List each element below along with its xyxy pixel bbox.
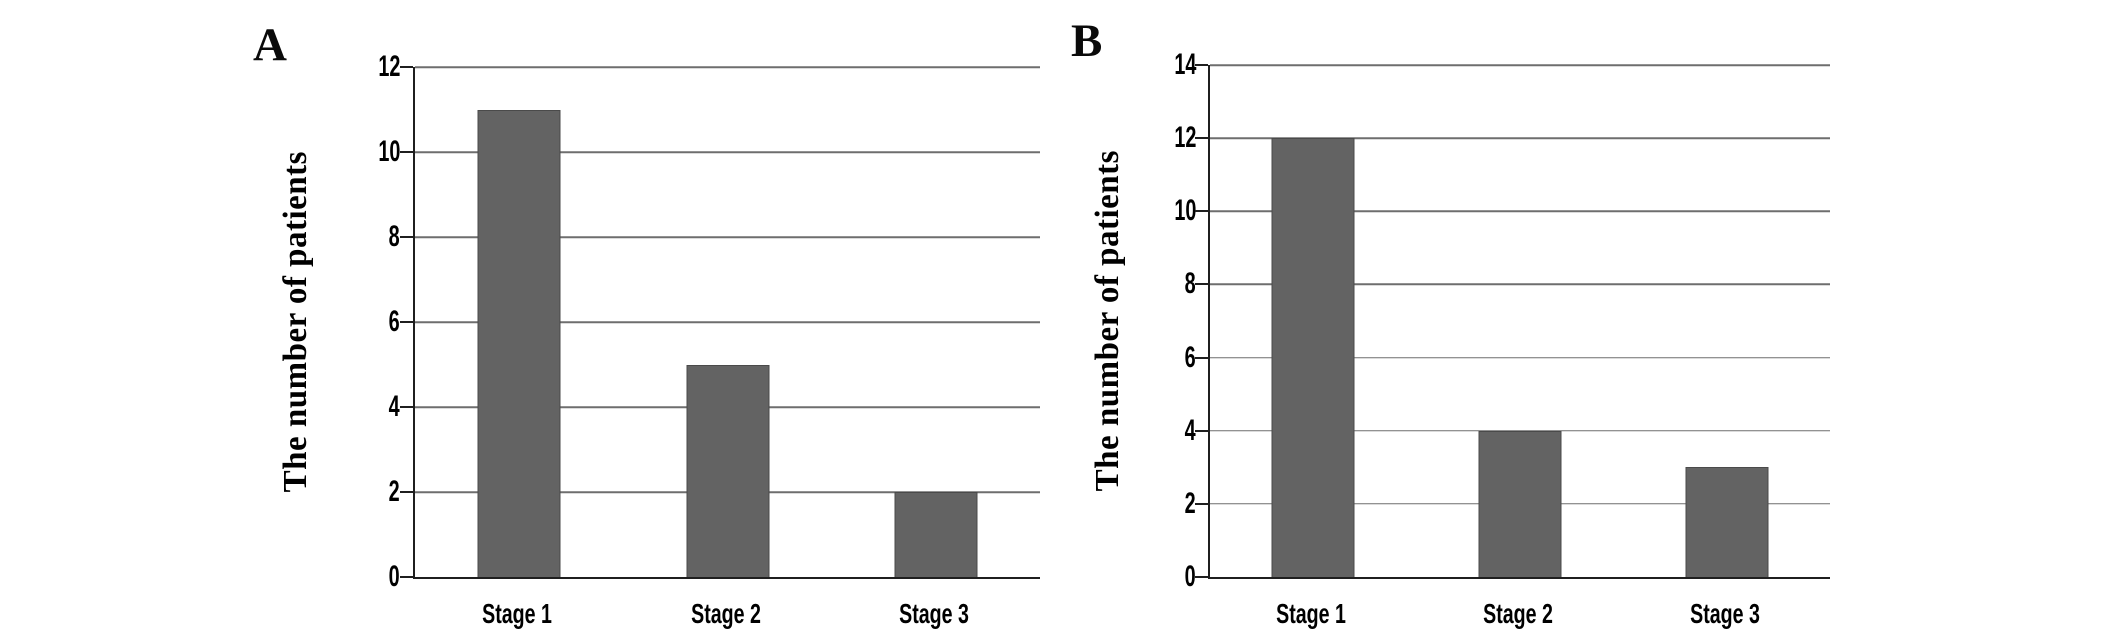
y-tick-label: 6	[1184, 340, 1196, 374]
y-tick-mark	[1195, 429, 1208, 432]
y-tick-label: 6	[388, 305, 400, 338]
y-tick-label: 14	[1173, 48, 1196, 81]
gridline	[1210, 137, 1830, 139]
y-tick-mark	[1195, 137, 1208, 140]
y-tick-label: 0	[1184, 560, 1196, 593]
gridline	[415, 66, 1040, 68]
y-tick-label: 2	[388, 475, 400, 508]
y-tick-mark	[1195, 210, 1208, 213]
gridline	[1210, 210, 1830, 213]
panel-label-b: B	[1071, 15, 1103, 67]
gridline	[415, 321, 1040, 323]
x-tick-label: Stage 2	[1483, 598, 1553, 629]
x-tick-label: Stage 3	[898, 598, 969, 629]
y-tick-mark	[400, 491, 413, 493]
gridline	[1210, 283, 1830, 286]
y-tick-mark	[1195, 283, 1208, 286]
y-tick-label: 4	[388, 390, 400, 423]
y-tick-mark	[1195, 576, 1208, 578]
y-tick-mark	[1195, 64, 1208, 66]
plot-area-a	[400, 66, 1040, 579]
x-axis-labels-a: Stage 1 Stage 2 Stage 3	[413, 600, 1038, 639]
gridline	[1210, 64, 1830, 66]
y-axis-title-b: The number of patients	[1089, 65, 1126, 577]
y-tick-mark	[400, 151, 413, 153]
y-axis-title-text: The number of patients	[1089, 150, 1126, 492]
x-tick-label: Stage 1	[1276, 598, 1347, 629]
y-axis-title-text: The number of patients	[277, 151, 314, 493]
y-tick-label: 0	[388, 560, 400, 593]
gridline	[415, 151, 1040, 153]
y-tick-mark	[1195, 502, 1208, 505]
y-tick-label: 8	[1184, 267, 1196, 301]
y-tick-mark	[400, 236, 413, 238]
y-tick-mark	[400, 321, 413, 323]
gridline	[1210, 356, 1830, 359]
plot-area-b	[1195, 64, 1830, 579]
panel-label-a: A	[253, 19, 287, 71]
y-tick-label: 2	[1184, 486, 1196, 520]
gridline	[1210, 429, 1830, 432]
gridline	[415, 236, 1040, 238]
y-tick-label: 8	[388, 220, 400, 253]
y-tick-mark	[400, 406, 413, 408]
x-tick-label: Stage 3	[1689, 598, 1760, 629]
y-tick-label: 12	[1173, 121, 1196, 155]
bar-stage-3	[894, 492, 978, 577]
y-tick-mark	[1195, 356, 1208, 359]
y-tick-mark	[400, 576, 413, 578]
y-tick-mark	[400, 66, 413, 68]
y-axis-ticks-a: 0 2 4 6 8 10 12	[338, 52, 400, 592]
x-tick-label: Stage 2	[690, 598, 761, 629]
y-axis-ticks-b: 0 2 4 6 8 10 12 14	[1134, 50, 1196, 592]
y-tick-label: 10	[1173, 194, 1196, 228]
y-tick-label: 4	[1184, 413, 1196, 447]
bar-stage-1	[477, 109, 561, 577]
bar-stage-1	[1271, 138, 1355, 577]
y-tick-label: 12	[377, 50, 400, 83]
y-axis-title-a: The number of patients	[277, 67, 314, 577]
x-tick-label: Stage 1	[482, 598, 553, 629]
bar-stage-2	[686, 364, 769, 577]
y-tick-label: 10	[377, 135, 400, 168]
x-axis-labels-b: Stage 1 Stage 2 Stage 3	[1208, 600, 1828, 639]
bar-stage-2	[1478, 430, 1562, 577]
bar-stage-3	[1685, 467, 1769, 577]
